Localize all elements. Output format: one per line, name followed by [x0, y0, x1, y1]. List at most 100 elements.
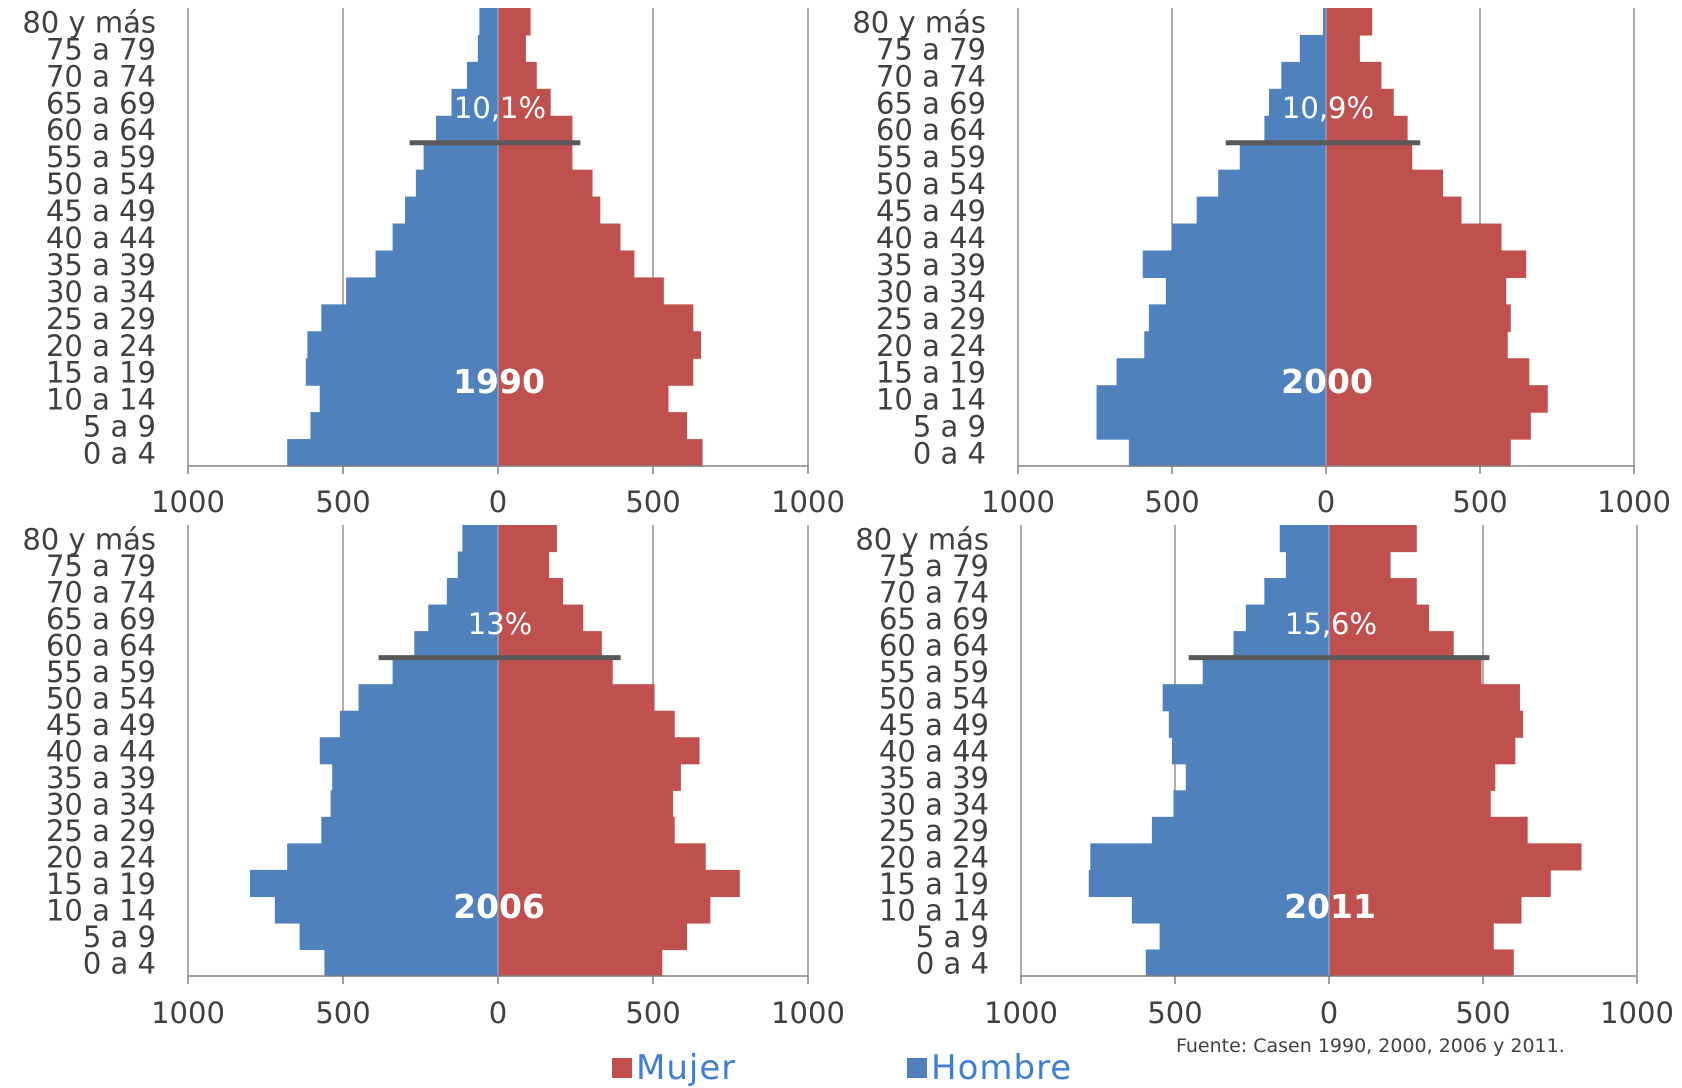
- panel-2000-bar-mujer-11: [1326, 142, 1413, 171]
- panel-2000-bar-mujer-3: [1326, 358, 1530, 386]
- panel-2011-bar-hombre-16: [1279, 525, 1329, 553]
- panel-1990-bar-mujer-14: [498, 61, 537, 90]
- panel-2000-bar-mujer-0: [1326, 439, 1511, 467]
- panel-1990-tick-label: 1000: [771, 485, 845, 519]
- panel-2000-bar-mujer-13: [1326, 88, 1394, 117]
- panel-2011-category-label: 25 a 29: [879, 814, 989, 848]
- panel-2000-category-label: 35 a 39: [876, 248, 986, 282]
- panel-2000-bar-hombre-12: [1264, 115, 1326, 144]
- panel-2006-bar-hombre-7: [332, 763, 498, 791]
- panel-2011-bar-hombre-10: [1162, 684, 1329, 712]
- panel-2000-bar-hombre-16: [1322, 8, 1326, 36]
- panel-2006-bar-mujer-1: [498, 922, 688, 951]
- panel-2006-category-label: 30 a 34: [46, 788, 156, 822]
- panel-1990-bar-mujer-10: [498, 169, 593, 198]
- panel-2006-bar-hombre-5: [321, 816, 498, 844]
- panel-1990-bar-hombre-2: [319, 385, 498, 413]
- panel-2000-bar-hombre-11: [1239, 142, 1326, 171]
- panel-1990-category-label: 0 a 4: [83, 437, 156, 471]
- panel-2006-category-label: 0 a 4: [83, 947, 156, 981]
- panel-2000-bar-hombre-9: [1196, 196, 1326, 225]
- panel-1990-category-label: 70 a 74: [46, 59, 156, 93]
- panel-1990-bar-mujer-15: [498, 34, 526, 63]
- panel-2006-bar-hombre-12: [414, 631, 498, 659]
- panel-2000-bar-mujer-2: [1326, 385, 1548, 413]
- panel-1990-bar-mujer-5: [498, 304, 694, 332]
- panel-2006-bar-hombre-11: [392, 657, 498, 685]
- panel-2011-bar-mujer-13: [1329, 604, 1430, 632]
- panel-2006-bar-hombre-3: [250, 869, 498, 898]
- panel-2011-bar-hombre-9: [1168, 710, 1329, 738]
- panel-2011-category-label: 20 a 24: [879, 841, 989, 875]
- panel-2011-tick-label: 0: [1320, 996, 1338, 1030]
- panel-1990-tick-label: 500: [625, 485, 680, 519]
- panel-2011-bar-hombre-4: [1090, 843, 1329, 871]
- panel-1990-bar-mujer-12: [498, 115, 573, 144]
- panel-2000-tick-label: 1000: [1597, 485, 1671, 519]
- panel-2000-bar-hombre-2: [1096, 385, 1326, 413]
- panel-2000-bar-hombre-0: [1128, 439, 1326, 467]
- panel-2011-category-label: 65 a 69: [879, 602, 989, 636]
- panel-2006-bar-mujer-11: [498, 657, 613, 685]
- panel-2011-category-label: 15 a 19: [879, 867, 989, 901]
- panel-2000-year-label: 2000: [1281, 362, 1373, 401]
- panel-2006-bar-mujer-10: [498, 684, 655, 712]
- panel-2011-bar-hombre-2: [1131, 896, 1329, 924]
- panel-2000-category-label: 0 a 4: [913, 437, 986, 471]
- panel-1990-bar-mujer-9: [498, 196, 601, 225]
- panel-1990-bar-hombre-5: [321, 304, 498, 332]
- panel-2000-category-label: 50 a 54: [876, 167, 986, 201]
- panel-1990-bar-mujer-11: [498, 142, 573, 171]
- panel-2011-bar-hombre-1: [1159, 922, 1329, 951]
- panel-2006-bar-mujer-2: [498, 896, 711, 924]
- panel-2000-category-label: 5 a 9: [913, 410, 986, 444]
- panel-2011-bar-mujer-10: [1329, 684, 1520, 712]
- panel-2011-category-label: 10 a 14: [879, 894, 989, 928]
- panel-2011-bar-hombre-7: [1185, 763, 1329, 791]
- panel-1990-category-label: 25 a 29: [46, 302, 156, 336]
- panel-2006-year-label: 2006: [453, 887, 545, 926]
- panel-1990-bar-hombre-6: [346, 277, 498, 305]
- panel-2011-bar-mujer-16: [1329, 525, 1417, 553]
- panel-1990-category-label: 15 a 19: [46, 356, 156, 390]
- panel-1990-bar-mujer-6: [498, 277, 664, 305]
- panel-2000-bar-hombre-4: [1144, 331, 1326, 359]
- panel-2006-category-label: 45 a 49: [46, 708, 156, 742]
- panel-2000-bar-hombre-13: [1269, 88, 1326, 117]
- panel-2006-bar-hombre-15: [457, 551, 498, 579]
- panel-2006-tick-label: 1000: [151, 996, 225, 1030]
- panel-2006-bar-mujer-3: [498, 869, 740, 898]
- panel-2000-category-label: 45 a 49: [876, 194, 986, 228]
- panel-2006-bar-mujer-6: [498, 790, 674, 818]
- panel-2000-category-label: 15 a 19: [876, 356, 986, 390]
- panel-2000-bar-mujer-1: [1326, 412, 1531, 440]
- panel-2006-bar-mujer-12: [498, 631, 602, 659]
- panel-2000-bar-mujer-12: [1326, 115, 1408, 144]
- panel-2011-tick-label: 500: [1147, 996, 1202, 1030]
- panel-2011-year-label: 2011: [1284, 887, 1376, 926]
- panel-2011-category-label: 30 a 34: [879, 788, 989, 822]
- panel-1990-bar-hombre-16: [479, 8, 498, 36]
- panel-2006-bar-mujer-7: [498, 763, 681, 791]
- panel-2011-category-label: 60 a 64: [879, 628, 989, 662]
- panel-2000-bar-hombre-15: [1299, 34, 1326, 63]
- panel-1990-bar-mujer-4: [498, 331, 702, 359]
- panel-2011-category-label: 50 a 54: [879, 681, 989, 715]
- panel-1990-category-label: 55 a 59: [46, 140, 156, 174]
- panel-2011-bar-mujer-8: [1329, 737, 1516, 765]
- panel-2006-category-label: 80 y más: [22, 522, 156, 556]
- panel-2006-bar-hombre-13: [428, 604, 498, 632]
- panel-1990-category-label: 20 a 24: [46, 329, 156, 363]
- panel-2011-percentage-label: 15,6%: [1285, 607, 1377, 641]
- panel-2006-bar-mujer-14: [498, 578, 564, 606]
- panel-2006-bar-mujer-4: [498, 843, 706, 871]
- panel-1990-bar-hombre-8: [392, 223, 498, 252]
- panel-2006-category-label: 75 a 79: [46, 549, 156, 583]
- panel-2000-bar-mujer-8: [1326, 223, 1502, 252]
- panel-2011-category-label: 0 a 4: [916, 947, 989, 981]
- panel-1990-bar-hombre-10: [415, 169, 498, 198]
- panel-2000-bar-mujer-5: [1326, 304, 1511, 332]
- panel-2011-category-label: 5 a 9: [916, 920, 989, 954]
- panel-2006-category-label: 65 a 69: [46, 602, 156, 636]
- panel-2011-bar-mujer-3: [1329, 869, 1551, 898]
